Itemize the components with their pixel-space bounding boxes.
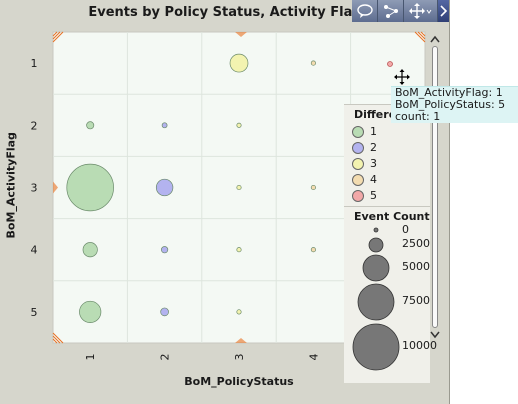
size-legend-circle [373,227,379,233]
size-legend-label: 10000 [402,339,437,352]
size-legend-circle [352,323,400,371]
color-legend-item[interactable]: 4 [352,173,426,189]
corner-handle [52,332,64,344]
corner-handle [420,31,426,37]
data-point [236,122,242,128]
scroll-down-icon[interactable] [428,328,442,342]
chevron-right-icon [440,5,448,17]
data-point [66,163,114,212]
window-edge [449,0,450,404]
corner-handle [52,31,58,37]
edge-handle [53,181,58,194]
size-legend-label: 7500 [402,294,430,307]
chart-window: Events by Policy Status, Activity Flag 1… [0,0,450,404]
x-tick-label: 2 [159,354,172,361]
data-point [310,184,316,191]
corner-handle [52,338,58,344]
legend-swatch-5 [352,190,364,202]
data-point [310,247,316,253]
data-point [161,122,168,129]
move-arrows-icon [409,3,432,19]
tooltip-line: count: 1 [395,110,441,123]
edge-handle [235,32,247,37]
corner-handle [52,31,64,43]
legend-label: 2 [370,141,377,154]
size-legend-title: Event Count [354,210,430,223]
comment-button[interactable] [352,0,378,22]
corner-handle [52,31,61,40]
legend-label: 5 [370,189,377,202]
y-tick-label: 2 [31,119,38,132]
data-point [236,184,242,191]
network-icon [384,5,398,18]
size-legend-circles [352,227,400,371]
chart-toolbar [352,0,450,22]
scroll-track[interactable] [432,46,438,328]
legend-label: 1 [370,125,377,138]
y-axis-label: BoM_ActivityFlag [4,132,18,239]
x-tick-label: 3 [233,354,246,361]
move-cursor-icon [394,69,410,85]
y-tick-label: 1 [31,57,38,70]
color-legend-item[interactable]: 1 [352,125,426,141]
x-tick-label: 4 [307,354,320,361]
legend-swatch-3 [352,158,364,170]
tooltip-line: BoM_ActivityFlag: 1 [395,86,503,99]
color-legend-title: Differe [354,108,397,121]
legend-swatch-2 [352,142,364,154]
size-legend-label: 2500 [402,237,430,250]
legend-label: 3 [370,157,377,170]
data-point [229,53,249,73]
network-button[interactable] [378,0,404,22]
color-legend-item[interactable]: 3 [352,157,426,173]
color-legend-item[interactable]: 5 [352,189,426,205]
data-point [236,309,242,315]
data-point [161,246,169,254]
edge-handle [235,338,247,343]
data-point [155,178,174,197]
size-legend-circle [357,283,395,321]
y-tick-label: 5 [31,306,38,319]
corner-handle [52,335,61,344]
size-legend: Event Count 0 2500 5000 7500 10000 [344,206,437,383]
scroll-up-icon[interactable] [428,32,442,46]
hovered-point-marker [387,61,393,67]
y-tick-label: 4 [31,244,38,257]
legend-label: 4 [370,173,377,186]
tooltip-line: BoM_PolicyStatus: 5 [395,98,506,111]
data-point [310,60,316,66]
size-legend-label: 0 [402,223,409,236]
corner-handle [414,31,426,43]
legend-scrollbar[interactable] [428,32,442,342]
size-legend-label: 5000 [402,260,430,273]
x-axis-label: BoM_PolicyStatus [184,375,294,388]
size-legend-circle [368,237,384,253]
data-point [82,242,98,258]
size-legend-circle [362,254,390,282]
toolbar-expand-button[interactable] [438,0,450,22]
data-point [79,300,102,323]
point-tooltip: BoM_ActivityFlag: 1 BoM_PolicyStatus: 5 … [391,86,518,123]
legend-swatch-4 [352,174,364,186]
data-point [86,121,95,130]
color-legend-item[interactable]: 2 [352,141,426,157]
y-tick-label: 3 [31,182,38,195]
chart-title: Events by Policy Status, Activity Flag [88,5,362,20]
data-point [236,247,242,253]
data-point [160,307,169,317]
corner-handle [417,31,426,40]
move-button[interactable] [404,0,438,22]
legend-swatch-1 [352,126,364,138]
x-tick-label: 1 [84,354,97,361]
comment-icon [357,4,373,18]
